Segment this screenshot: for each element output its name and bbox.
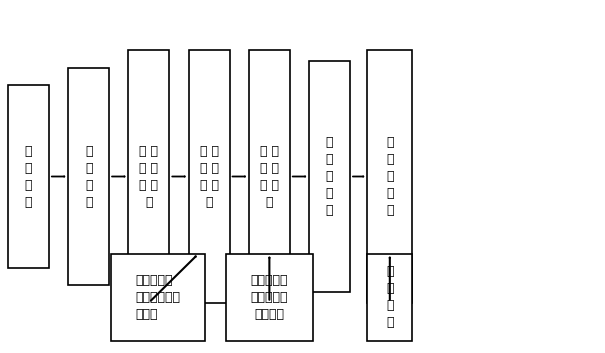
Text: 好
氧
曝
气
池: 好 氧 曝 气 池 [326, 136, 333, 217]
Bar [68, 68, 109, 285]
Text: 油
漆
废
水: 油 漆 废 水 [25, 144, 32, 209]
Text: 最
终
出
水: 最 终 出 水 [386, 265, 394, 329]
Bar [309, 61, 350, 292]
Bar [367, 253, 413, 341]
Bar [128, 50, 169, 303]
Bar [249, 50, 290, 303]
Text: 预
处
理
池: 预 处 理 池 [85, 144, 93, 209]
Bar [367, 50, 413, 303]
Text: 三 级
光 催
化 反
应: 三 级 光 催 化 反 应 [260, 144, 279, 209]
Text: 深
度
处
理
池: 深 度 处 理 池 [386, 136, 394, 217]
Text: 气体用介孔
材料吸收，回
收利用: 气体用介孔 材料吸收，回 收利用 [136, 274, 180, 321]
Text: 残渣回收或
进煤炉烧炉
用做燃料: 残渣回收或 进煤炉烧炉 用做燃料 [250, 274, 288, 321]
Text: 二 级
光 催
化 反
应: 二 级 光 催 化 反 应 [200, 144, 218, 209]
Bar [189, 50, 230, 303]
Bar [226, 253, 313, 341]
Bar [8, 85, 49, 268]
Bar [111, 253, 204, 341]
Text: 一 级
光 催
化 反
应: 一 级 光 催 化 反 应 [139, 144, 159, 209]
